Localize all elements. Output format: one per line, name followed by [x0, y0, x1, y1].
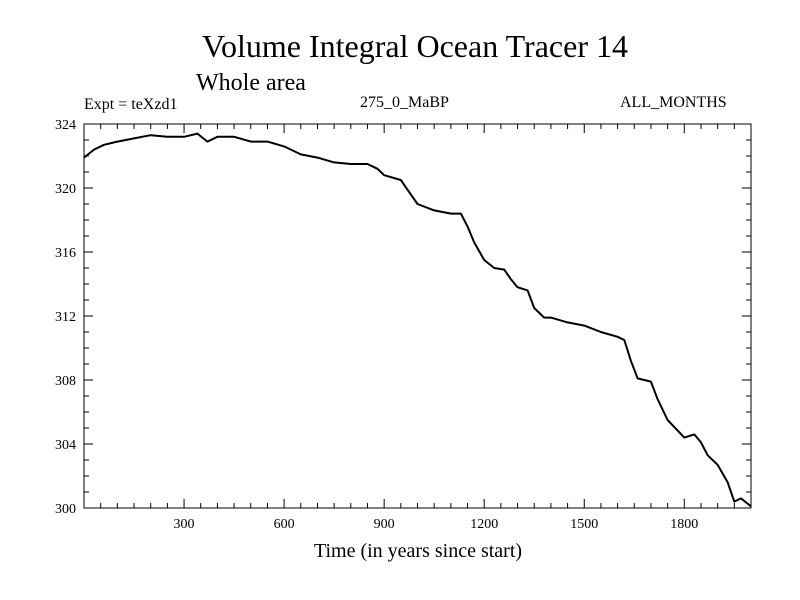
- y-tick-label: 312: [55, 310, 76, 325]
- series-line: [83, 132, 752, 508]
- x-tick-label: 600: [274, 517, 295, 532]
- y-tick-label: 320: [55, 182, 76, 197]
- y-tick-label: 324: [55, 118, 76, 133]
- y-tick-label: 316: [55, 246, 76, 261]
- y-tick-label: 304: [55, 438, 76, 453]
- x-tick-label: 1500: [570, 517, 598, 532]
- y-tick-label: 300: [55, 502, 76, 517]
- y-tick-label: 308: [55, 374, 76, 389]
- months-label: ALL_MONTHS: [620, 94, 727, 111]
- experiment-label: Expt = teXzd1: [84, 96, 178, 113]
- chart-title: Volume Integral Ocean Tracer 14: [202, 28, 628, 64]
- x-tick-label: 300: [174, 517, 195, 532]
- period-label: 275_0_MaBP: [360, 94, 449, 111]
- x-axis-label: Time (in years since start): [313, 540, 523, 562]
- x-tick-label: 1800: [670, 517, 698, 532]
- x-tick-label: 1200: [470, 517, 498, 532]
- axis-ticks: [84, 124, 751, 508]
- axis-tick-labels: 300 600 900 1200 1500 1800 300 304 308 312 316 320 3…: [55, 118, 698, 532]
- plot-frame: [83, 123, 752, 509]
- chart-subtitle: Whole area: [196, 70, 306, 96]
- x-tick-label: 900: [374, 517, 395, 532]
